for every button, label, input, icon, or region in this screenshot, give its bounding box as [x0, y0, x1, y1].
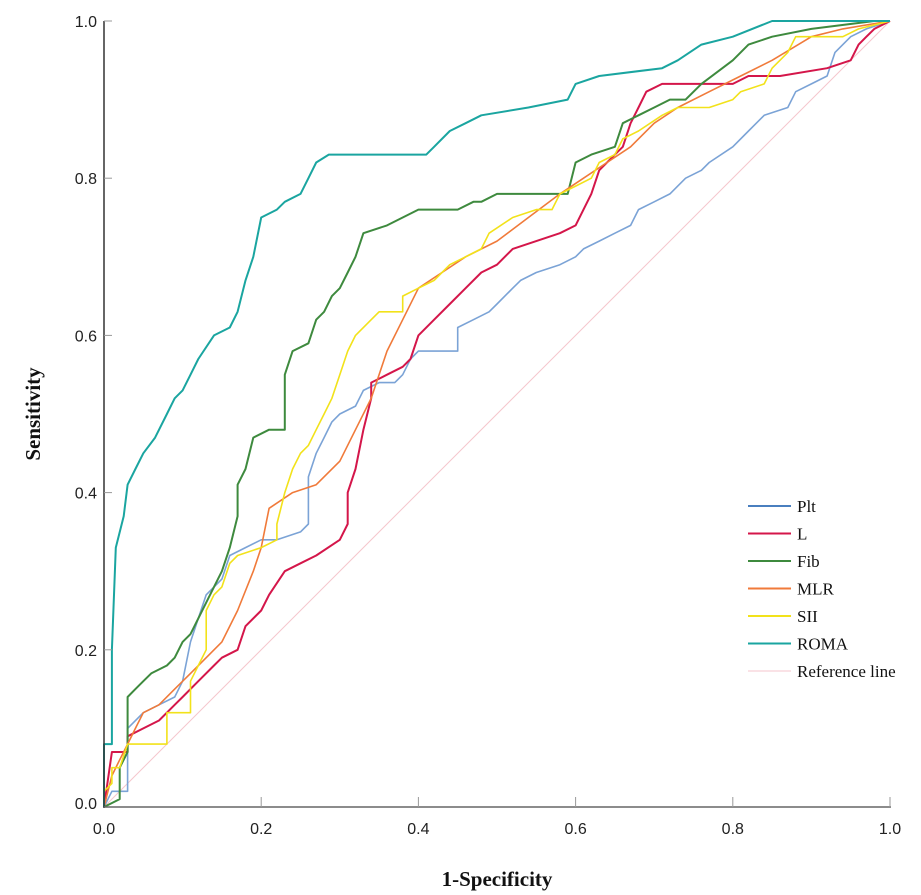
- x-ticks: 0.0 0.2 0.4 0.6 0.8 1.0: [93, 797, 901, 838]
- series-line-sii: [103, 20, 891, 807]
- x-tick-label: 0.0: [93, 821, 115, 838]
- y-tick-label: 0.2: [75, 643, 97, 660]
- legend: Plt L Fib MLR SII ROMA Reference line: [748, 497, 896, 681]
- y-tick-label: 0.6: [75, 328, 97, 345]
- curves-layer: [103, 20, 891, 808]
- legend-label-sii: SII: [797, 607, 818, 626]
- x-tick-label: 0.4: [407, 821, 429, 838]
- legend-label-reference-line: Reference line: [797, 662, 896, 681]
- x-axis-title: 1-Specificity: [442, 867, 553, 891]
- y-tick-label: 0.8: [75, 171, 97, 188]
- x-tick-label: 0.6: [564, 821, 586, 838]
- y-tick-label: 1.0: [75, 14, 97, 31]
- x-tick-label: 1.0: [879, 821, 901, 838]
- y-tick-label: 0.0: [75, 796, 97, 813]
- series-line-l: [103, 20, 891, 808]
- series-line-fib: [103, 20, 890, 808]
- axes-layer: [103, 21, 891, 808]
- y-axis-title: Sensitivity: [21, 367, 45, 461]
- series-line-mlr: [103, 20, 891, 808]
- legend-label-l: L: [797, 525, 807, 544]
- legend-label-plt: Plt: [797, 497, 816, 516]
- series-line-plt: [103, 20, 891, 808]
- legend-label-fib: Fib: [797, 552, 820, 571]
- legend-label-mlr: MLR: [797, 580, 835, 599]
- y-ticks: 0.0 0.2 0.4 0.6 0.8 1.0: [75, 14, 112, 813]
- x-tick-label: 0.8: [722, 821, 744, 838]
- series-line-reference-line: [103, 20, 891, 808]
- x-tick-label: 0.2: [250, 821, 272, 838]
- y-tick-label: 0.4: [75, 486, 97, 503]
- legend-label-roma: ROMA: [797, 635, 849, 654]
- series-line-roma: [103, 20, 890, 807]
